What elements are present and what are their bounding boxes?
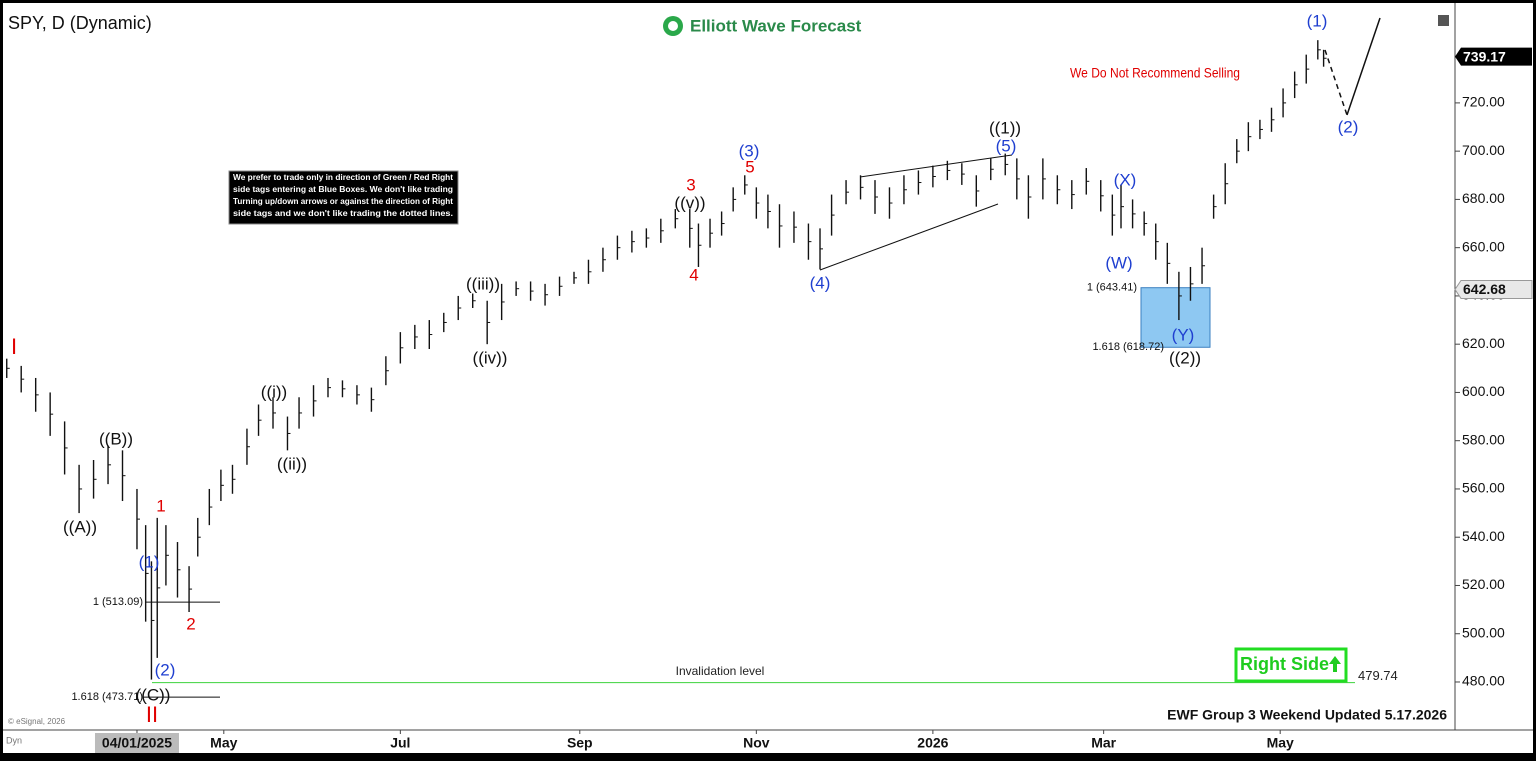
wave-label: ((iv)) (473, 348, 508, 367)
last-price-tag (1455, 47, 1532, 66)
wave-label: 3 (686, 175, 695, 194)
x-tick-label: Jul (390, 735, 410, 751)
wave-label: I (11, 334, 17, 359)
last-price-label: 739.17 (1463, 48, 1506, 64)
fib-label: 1.618 (473.71) (71, 691, 143, 703)
wave-label: II (146, 702, 158, 727)
x-tick-label: May (1267, 735, 1294, 751)
corner-label: Dyn (6, 735, 22, 745)
x-tick-label: May (210, 735, 237, 751)
y-tick-label: 480.00 (1462, 673, 1505, 689)
y-tick-label: 620.00 (1462, 335, 1505, 351)
wave-label: (1) (1307, 11, 1328, 30)
x-tick-label: Sep (567, 735, 593, 751)
wave-label: ((A)) (63, 517, 97, 536)
wave-label: (X) (1114, 170, 1137, 189)
wave-label: ((C)) (136, 685, 171, 704)
right-side-arrow (1329, 656, 1341, 672)
logo-icon-inner (668, 21, 678, 31)
note-line: Turning up/down arrows or against the di… (233, 197, 453, 206)
wave-label: ((i)) (261, 382, 287, 401)
wave-label: (4) (810, 273, 831, 292)
wave-label: ((iii)) (466, 274, 500, 293)
warning: We Do Not Recommend Selling (1070, 65, 1240, 81)
marker-price-label: 642.68 (1463, 281, 1506, 297)
wave-label: (3) (739, 141, 760, 160)
right-side: Right Side (1240, 654, 1329, 674)
wave-label: ((v)) (674, 193, 705, 212)
projection-dashed (1324, 49, 1348, 116)
x-tick-label: Mar (1091, 735, 1116, 751)
wave-label: (W) (1105, 253, 1132, 272)
x-tick-label: 2026 (917, 735, 948, 751)
x-tick-label: Nov (743, 735, 770, 751)
window-button[interactable] (1438, 15, 1449, 26)
logo: Elliott Wave Forecast (690, 16, 862, 35)
wave-label: 1 (156, 496, 165, 515)
note-box (228, 170, 459, 225)
x-tick-label: 04/01/2025 (102, 735, 172, 751)
y-tick-label: 500.00 (1462, 624, 1505, 640)
note-line: side tags entering at Blue Boxes. We don… (233, 185, 453, 194)
wave-label: (1) (139, 552, 160, 571)
y-tick-label: 660.00 (1462, 238, 1505, 254)
note-line: We prefer to trade only in direction of … (233, 173, 453, 182)
y-tick-label: 580.00 (1462, 431, 1505, 447)
wave-label: ((1)) (989, 118, 1021, 137)
y-tick-label: 680.00 (1462, 190, 1505, 206)
projection-up (1346, 17, 1381, 116)
wave-label: ((B)) (99, 429, 133, 448)
right-side-box (1234, 647, 1348, 683)
y-tick-label: 600.00 (1462, 383, 1505, 399)
wave-label: 5 (745, 157, 754, 176)
wave-label: ((ii)) (277, 454, 307, 473)
wave-label: (5) (996, 136, 1017, 155)
y-tick-label: 700.00 (1462, 142, 1505, 158)
footer: EWF Group 3 Weekend Updated 5.17.2026 (1167, 707, 1447, 723)
wave-label: (Y) (1172, 325, 1195, 344)
y-tick-label: 720.00 (1462, 94, 1505, 110)
plot: 480.00 500.00 520.00 540.00 560.00 580.00 600.… (6, 11, 1533, 753)
wedge-line (819, 203, 999, 271)
wave-label: 4 (689, 265, 698, 284)
copyright: © eSignal, 2026 (8, 717, 66, 726)
invalidation-label: 479.74 (1358, 668, 1398, 683)
marker-price-tag (1454, 279, 1533, 299)
chart-title: SPY, D (Dynamic) (8, 13, 152, 33)
wave-label: (2) (155, 660, 176, 679)
target-box (1140, 287, 1211, 348)
y-tick-label: 560.00 (1462, 480, 1505, 496)
fib-label: 1.618 (618.72) (1092, 341, 1164, 353)
wave-label: ((2)) (1169, 348, 1201, 367)
fib-label: 1 (643.41) (1087, 282, 1137, 294)
y-tick-label: 520.00 (1462, 576, 1505, 592)
wave-label: 2 (186, 614, 195, 633)
wedge-line (859, 154, 1013, 178)
x-tick-highlight (94, 733, 179, 753)
y-tick-label: 540.00 (1462, 528, 1505, 544)
background (3, 3, 1533, 753)
invalidation-text: Invalidation level (676, 664, 765, 678)
note-line: side tags and we don't like trading the … (233, 209, 453, 218)
fib-label: 1 (513.09) (93, 596, 143, 608)
wave-label: (2) (1338, 117, 1359, 136)
